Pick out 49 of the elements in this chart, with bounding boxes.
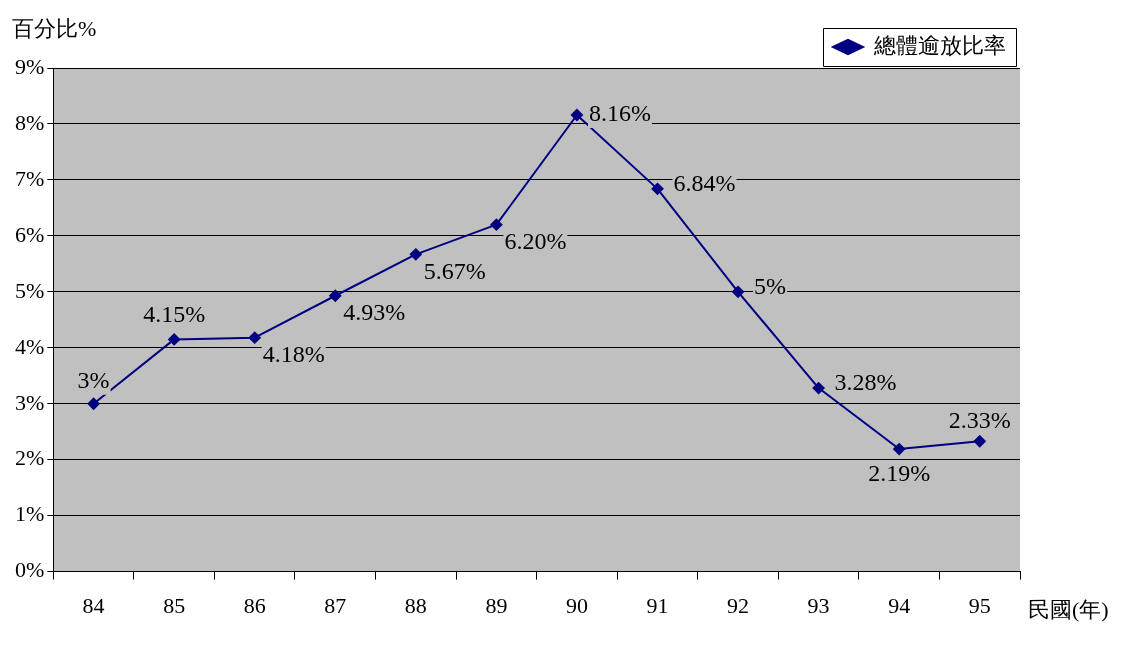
x-tick-label: 92	[727, 592, 750, 618]
x-tick-label: 86	[243, 592, 266, 618]
point	[409, 248, 422, 261]
point	[570, 109, 583, 121]
data-label: 6.20%	[504, 227, 567, 254]
data-label: 8.16%	[588, 100, 651, 127]
data-label: 3.28%	[834, 369, 897, 396]
y-tick-label: 3%	[15, 389, 45, 415]
x-tick-label: 89	[485, 592, 508, 618]
y-tick-label: 6%	[15, 221, 45, 247]
y-tick-label: 0%	[15, 557, 45, 583]
y-tick-label: 1%	[15, 501, 45, 527]
point	[248, 331, 261, 344]
data-label: 5%	[754, 273, 787, 300]
point	[651, 182, 664, 195]
point	[893, 443, 906, 456]
y-tick-label: 5%	[15, 277, 45, 303]
data-label: 2.33%	[948, 406, 1011, 433]
y-tick-label: 8%	[15, 109, 45, 135]
point	[973, 435, 986, 448]
point	[329, 289, 342, 302]
y-tick-label: 9%	[15, 53, 45, 79]
point	[490, 218, 503, 231]
x-axis-title: 民國(年)	[1028, 597, 1109, 623]
x-tick-label: 90	[565, 592, 588, 618]
x-tick-label: 88	[404, 592, 427, 618]
x-tick-label: 94	[888, 592, 911, 618]
data-label: 5.67%	[423, 257, 486, 284]
data-label: 4.15%	[143, 300, 206, 327]
legend-label: 總體逾放比率	[873, 32, 1006, 58]
x-tick-label: 87	[324, 592, 347, 618]
x-tick-label: 93	[807, 592, 830, 618]
data-label: 4.93%	[343, 299, 406, 326]
data-label: 4.18%	[262, 341, 325, 367]
data-label: 2.19%	[868, 460, 931, 487]
y-tick-label: 7%	[15, 165, 45, 191]
x-tick-label: 84	[82, 592, 105, 618]
point	[87, 397, 100, 410]
point	[812, 382, 825, 395]
point	[732, 285, 745, 298]
point	[168, 333, 181, 346]
y-tick-label: 2%	[15, 445, 45, 471]
x-tick-label: 95	[968, 592, 991, 618]
y-tick-label: 4%	[15, 333, 45, 359]
x-tick-label: 91	[646, 592, 669, 618]
y-axis-title: 百分比%	[12, 15, 97, 41]
data-label: 3%	[77, 367, 110, 394]
data-label: 6.84%	[673, 170, 736, 197]
x-tick-label: 85	[163, 592, 186, 618]
